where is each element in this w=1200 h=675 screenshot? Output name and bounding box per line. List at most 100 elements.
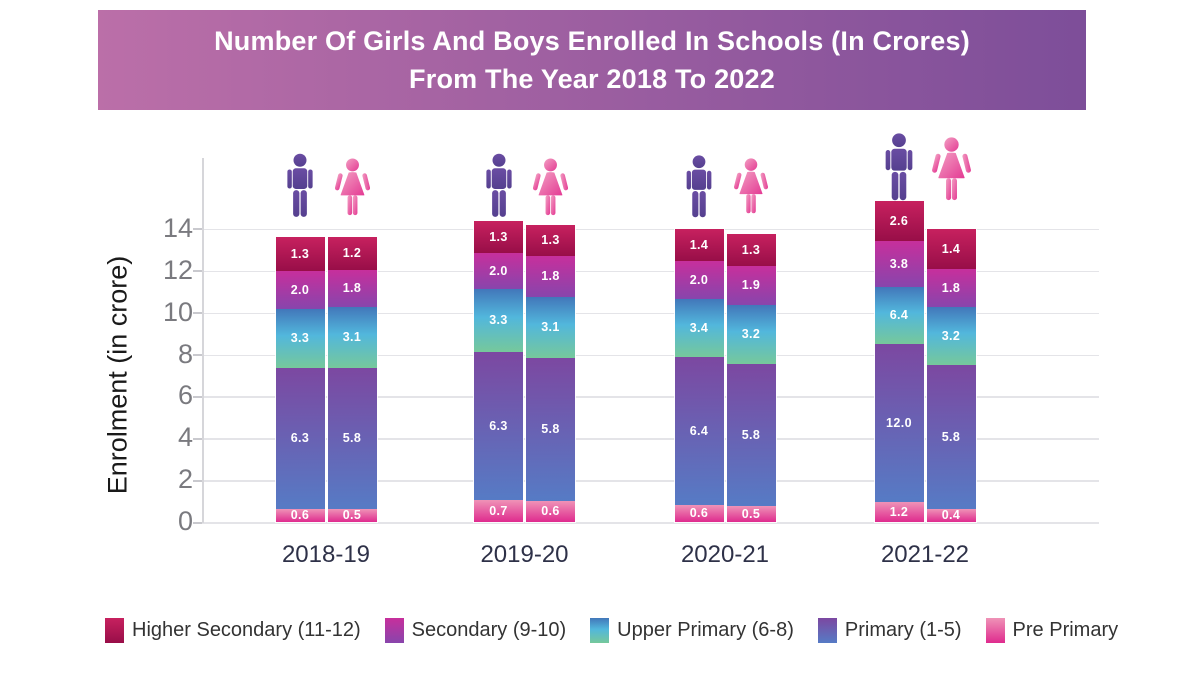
- girls-icon: [733, 158, 769, 219]
- boys-icon: [287, 153, 313, 223]
- segment-value-label: 3.2: [941, 328, 961, 343]
- segment-value-label: 1.3: [541, 233, 560, 248]
- segment-pre_primary: 0.6: [275, 509, 325, 522]
- y-tick-label: 8: [177, 338, 193, 369]
- segment-upper_primary: 3.4: [674, 299, 724, 357]
- bar-2018-19-boys: 1.3 2.0 3.3 6.3 0.6: [274, 236, 326, 523]
- segment-primary: 6.3: [474, 352, 523, 500]
- segment-value-label: 2.0: [489, 263, 508, 278]
- segment-value-label: 0.5: [741, 506, 761, 521]
- legend-label: Upper Primary (6-8): [617, 619, 794, 641]
- legend-item-upper_primary: Upper Primary (6-8): [590, 618, 794, 643]
- segment-upper_primary: 3.2: [726, 305, 776, 364]
- gridline: [202, 228, 1099, 231]
- segment-upper_primary: 3.3: [474, 289, 523, 352]
- segment-value-label: 0.7: [489, 503, 508, 518]
- boys-icon: [885, 133, 913, 206]
- segment-higher_secondary: 1.3: [275, 237, 325, 271]
- y-tick-mark: [193, 437, 202, 440]
- segment-higher_secondary: 1.3: [526, 225, 575, 256]
- segment-higher_secondary: 1.4: [926, 229, 976, 269]
- bar-2019-20-girls: 1.3 1.8 3.1 5.8 0.6: [525, 224, 576, 523]
- segment-primary: 12.0: [874, 344, 924, 502]
- segment-value-label: 6.4: [689, 423, 709, 438]
- segment-pre_primary: 0.6: [674, 505, 724, 522]
- segment-value-label: 0.5: [342, 508, 362, 523]
- gridline: [202, 312, 1099, 315]
- segment-pre_primary: 0.6: [526, 501, 575, 522]
- y-axis-line: [202, 158, 204, 523]
- segment-value-label: 1.3: [489, 229, 508, 244]
- legend-item-pre_primary: Pre Primary: [985, 618, 1118, 643]
- segment-primary: 6.3: [275, 368, 325, 509]
- segment-higher_secondary: 1.3: [474, 221, 523, 253]
- title-banner: Number Of Girls And Boys Enrolled In Sch…: [98, 10, 1086, 110]
- segment-secondary: 1.8: [926, 269, 976, 307]
- y-tick-mark: [193, 354, 202, 357]
- bar-2021-22-boys: 2.6 3.8 6.4 12.0 1.2: [873, 200, 925, 523]
- segment-primary: 5.8: [327, 368, 377, 509]
- segment-secondary: 1.9: [726, 266, 776, 305]
- segment-value-label: 2.0: [290, 282, 310, 297]
- segment-value-label: 6.4: [889, 308, 909, 323]
- segment-value-label: 0.6: [541, 504, 560, 519]
- segment-pre_primary: 0.5: [327, 508, 377, 523]
- segment-primary: 5.8: [726, 364, 776, 506]
- segment-secondary: 2.0: [474, 253, 523, 289]
- segment-value-label: 3.3: [290, 331, 310, 346]
- segment-value-label: 5.8: [342, 431, 362, 446]
- girls-icon: [532, 158, 569, 221]
- segment-value-label: 2.0: [689, 272, 709, 287]
- legend: Higher Secondary (11-12) Secondary (9-10)…: [105, 618, 1118, 643]
- segment-value-label: 6.3: [290, 431, 310, 446]
- segment-value-label: 3.3: [489, 313, 508, 328]
- segment-value-label: 3.1: [541, 320, 560, 335]
- segment-higher_secondary: 2.6: [874, 201, 924, 241]
- y-tick-label: 12: [162, 254, 193, 285]
- segment-secondary: 1.8: [327, 270, 377, 307]
- category-label: 2020-21: [680, 541, 770, 568]
- gridline: [202, 480, 1099, 482]
- title-line-2: From The Year 2018 To 2022: [409, 64, 775, 94]
- y-tick-label: 0: [177, 505, 193, 536]
- segment-upper_primary: 3.1: [327, 307, 377, 368]
- bar-2018-19-girls: 1.2 1.8 3.1 5.8 0.5: [326, 236, 378, 523]
- legend-item-secondary: Secondary (9-10): [384, 618, 567, 643]
- segment-value-label: 2.6: [889, 213, 909, 228]
- segment-pre_primary: 0.5: [726, 506, 776, 522]
- legend-item-higher_secondary: Higher Secondary (11-12): [105, 618, 361, 643]
- legend-label: Primary (1-5): [844, 619, 962, 641]
- bar-2019-20-boys: 1.3 2.0 3.3 6.3 0.7: [473, 220, 524, 523]
- segment-upper_primary: 3.1: [526, 297, 575, 358]
- segment-value-label: 1.3: [290, 246, 310, 261]
- segment-value-label: 1.9: [741, 278, 761, 293]
- segment-higher_secondary: 1.4: [674, 229, 724, 261]
- y-tick-mark: [193, 395, 202, 398]
- y-tick-mark: [193, 312, 202, 315]
- segment-value-label: 1.4: [941, 241, 961, 256]
- bar-2020-21-girls: 1.3 1.9 3.2 5.8 0.5: [725, 233, 777, 523]
- legend-label: Secondary (9-10): [411, 619, 567, 641]
- y-tick-label: 6: [177, 380, 193, 411]
- boys-icon: [686, 155, 712, 223]
- bar-2020-21-boys: 1.4 2.0 3.4 6.4 0.6: [673, 228, 725, 523]
- segment-value-label: 1.8: [541, 269, 560, 284]
- legend-item-primary: Primary (1-5): [817, 618, 962, 643]
- title-line-1: Number Of Girls And Boys Enrolled In Sch…: [214, 26, 970, 56]
- gridline: [202, 354, 1099, 357]
- y-tick-mark: [193, 270, 202, 273]
- segment-pre_primary: 0.7: [474, 500, 523, 522]
- segment-upper_primary: 6.4: [874, 287, 924, 344]
- segment-higher_secondary: 1.3: [726, 234, 776, 266]
- y-tick-mark: [193, 521, 202, 524]
- gridline: [202, 438, 1099, 440]
- segment-value-label: 1.2: [889, 504, 909, 519]
- category-label: 2018-19: [281, 541, 371, 568]
- gridline: [202, 396, 1099, 398]
- y-axis-title: Enrolment (in crore): [102, 255, 133, 495]
- segment-value-label: 3.1: [342, 330, 362, 345]
- segment-upper_primary: 3.2: [926, 307, 976, 365]
- legend-label: Higher Secondary (11-12): [132, 619, 361, 641]
- gridline: [202, 270, 1099, 273]
